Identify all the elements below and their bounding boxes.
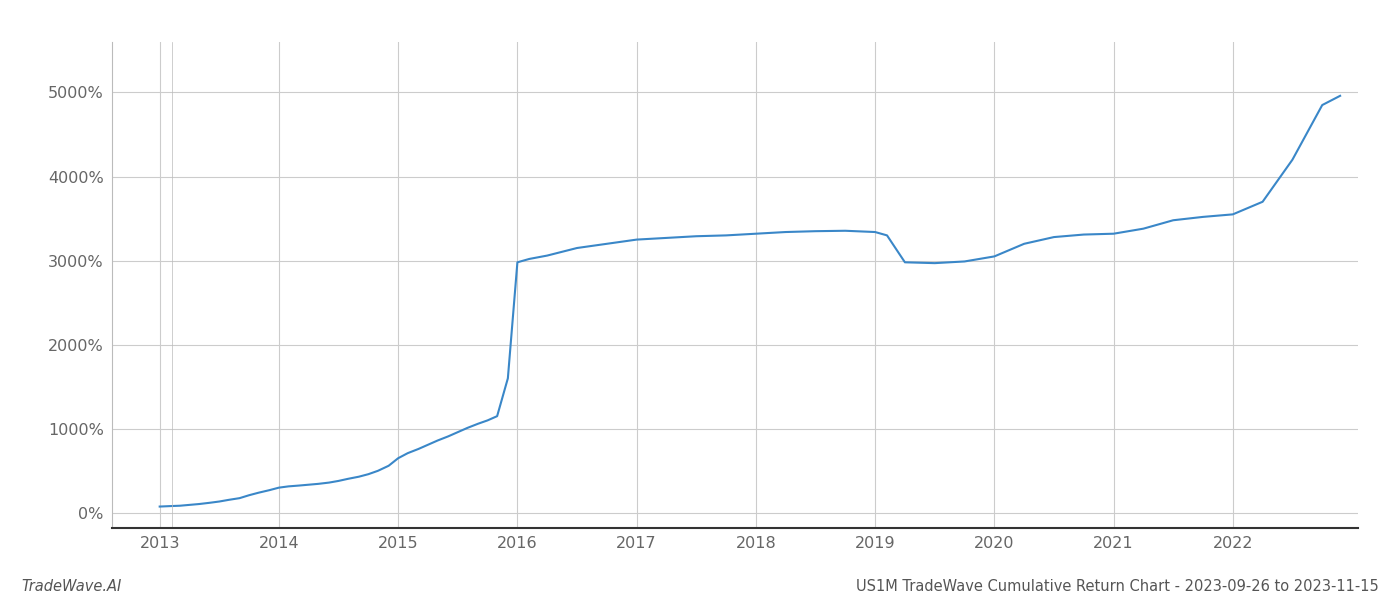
Text: US1M TradeWave Cumulative Return Chart - 2023-09-26 to 2023-11-15: US1M TradeWave Cumulative Return Chart -… — [857, 579, 1379, 594]
Text: TradeWave.AI: TradeWave.AI — [21, 579, 122, 594]
